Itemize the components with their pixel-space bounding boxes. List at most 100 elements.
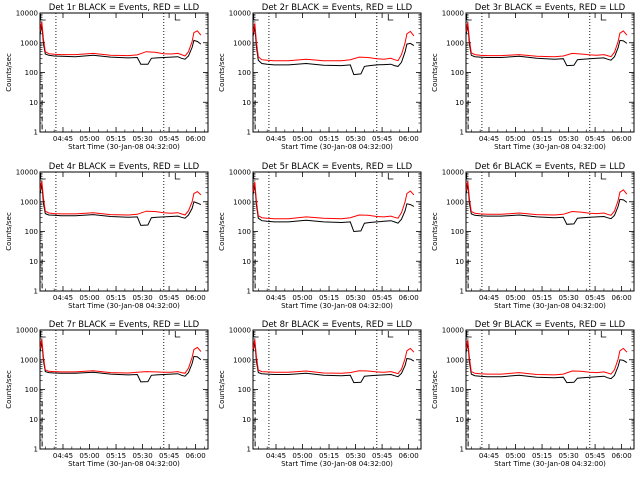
lld-series-line [39, 180, 202, 216]
y-tick-label: 10000 [442, 169, 464, 177]
events-series-line [39, 183, 202, 226]
x-tick-label: 05:45 [585, 452, 605, 460]
lld-series-line [465, 181, 628, 216]
interval-bracket-start [466, 331, 472, 338]
detector-panel-4: Det 4r BLACK = Events, RED = LLD 1 10 100 10… [5, 162, 209, 310]
x-tick-label: 05:15 [106, 452, 126, 460]
y-tick-label: 100 [238, 228, 251, 236]
detector-panel-6: Det 6r BLACK = Events, RED = LLD 1 10 100 10… [431, 162, 635, 310]
y-tick-label: 10 [242, 258, 251, 266]
x-tick-label: 05:15 [319, 452, 339, 460]
x-tick-label: 05:00 [79, 135, 99, 143]
y-tick-label: 10000 [442, 327, 464, 335]
y-tick-label: 10000 [442, 10, 464, 18]
x-tick-label: 05:30 [345, 294, 365, 302]
panel-title: Det 8r BLACK = Events, RED = LLD [262, 320, 413, 330]
y-tick-label: 10000 [229, 169, 251, 177]
x-axis-label: Start Time (30-Jan-08 04:32:00) [281, 143, 393, 151]
detector-panel-3: Det 3r BLACK = Events, RED = LLD 1 10 100 10… [431, 3, 635, 151]
y-tick-label: 10000 [16, 169, 38, 177]
interval-bracket-end [174, 173, 181, 180]
x-tick-label: 06:00 [186, 135, 206, 143]
x-tick-label: 05:00 [292, 294, 312, 302]
x-tick-label: 04:45 [266, 135, 286, 143]
plot-frame [252, 171, 422, 292]
y-tick-label: 1000 [20, 356, 38, 364]
y-tick-label: 10 [29, 416, 38, 424]
y-tick-label: 1 [247, 288, 251, 296]
interval-bracket-end [174, 14, 181, 21]
y-tick-label: 1 [247, 129, 251, 137]
panel-title: Det 4r BLACK = Events, RED = LLD [49, 162, 200, 172]
detector-panel-7: Det 7r BLACK = Events, RED = LLD 1 10 100 10… [5, 320, 209, 468]
x-axis-label: Start Time (30-Jan-08 04:32:00) [281, 302, 393, 310]
x-tick-label: 05:30 [345, 452, 365, 460]
x-axis-label: Start Time (30-Jan-08 04:32:00) [494, 143, 606, 151]
x-tick-label: 06:00 [612, 294, 632, 302]
plot-frame [252, 329, 422, 450]
x-tick-label: 05:00 [79, 294, 99, 302]
events-series-line [252, 341, 415, 384]
detector-panel-9: Det 9r BLACK = Events, RED = LLD 1 10 100 10… [431, 320, 635, 468]
x-tick-label: 05:30 [132, 135, 152, 143]
x-tick-label: 05:15 [319, 294, 339, 302]
y-tick-label: 1000 [233, 198, 251, 206]
interval-bracket-start [40, 331, 46, 338]
y-tick-label: 10000 [16, 327, 38, 335]
x-tick-label: 05:15 [319, 135, 339, 143]
panel-title: Det 5r BLACK = Events, RED = LLD [262, 162, 413, 172]
events-series-line [465, 342, 628, 384]
x-tick-label: 05:15 [106, 294, 126, 302]
plot-frame [39, 171, 209, 292]
interval-bracket-start [253, 14, 259, 21]
y-tick-label: 1 [247, 446, 251, 454]
y-axis-label: Counts/sec [218, 370, 226, 409]
panel-title: Det 9r BLACK = Events, RED = LLD [475, 320, 626, 330]
y-axis-label: Counts/sec [431, 370, 439, 409]
x-tick-label: 05:30 [345, 135, 365, 143]
lld-series-line [252, 339, 415, 375]
x-tick-label: 04:45 [266, 452, 286, 460]
x-tick-label: 05:00 [292, 135, 312, 143]
y-tick-label: 10 [455, 416, 464, 424]
panel-title: Det 1r BLACK = Events, RED = LLD [49, 3, 200, 13]
interval-bracket-end [600, 331, 607, 338]
y-tick-label: 10 [29, 258, 38, 266]
events-series-line [39, 341, 202, 383]
y-tick-label: 1000 [446, 39, 464, 47]
x-tick-label: 04:45 [53, 294, 73, 302]
lld-series-line [465, 22, 628, 58]
y-tick-label: 10 [242, 416, 251, 424]
x-tick-label: 05:30 [558, 135, 578, 143]
x-tick-label: 04:45 [479, 452, 499, 460]
y-axis-label: Counts/sec [5, 53, 13, 92]
lld-series-line [252, 181, 415, 220]
y-tick-label: 100 [451, 228, 464, 236]
plot-frame [39, 329, 209, 450]
y-tick-label: 1 [460, 446, 464, 454]
x-tick-label: 05:00 [505, 452, 525, 460]
events-series-line [465, 24, 628, 67]
x-tick-label: 06:00 [186, 452, 206, 460]
x-tick-label: 06:00 [399, 294, 419, 302]
y-tick-label: 10000 [229, 10, 251, 18]
y-tick-label: 1000 [20, 39, 38, 47]
x-tick-label: 05:45 [159, 294, 179, 302]
panel-title: Det 6r BLACK = Events, RED = LLD [475, 162, 626, 172]
lld-series-line [39, 21, 202, 57]
events-series-line [465, 183, 628, 225]
detector-panel-2: Det 2r BLACK = Events, RED = LLD 1 10 100 10… [218, 3, 422, 151]
x-tick-label: 05:00 [79, 452, 99, 460]
y-axis-label: Counts/sec [5, 370, 13, 409]
x-tick-label: 05:00 [505, 135, 525, 143]
y-axis-label: Counts/sec [218, 212, 226, 251]
y-axis-label: Counts/sec [431, 212, 439, 251]
y-tick-label: 1 [34, 288, 38, 296]
y-axis-label: Counts/sec [431, 53, 439, 92]
panel-title: Det 2r BLACK = Events, RED = LLD [262, 3, 413, 13]
interval-bracket-end [174, 331, 181, 338]
lld-series-line [465, 339, 628, 376]
y-tick-label: 1 [460, 129, 464, 137]
x-tick-label: 05:00 [292, 452, 312, 460]
